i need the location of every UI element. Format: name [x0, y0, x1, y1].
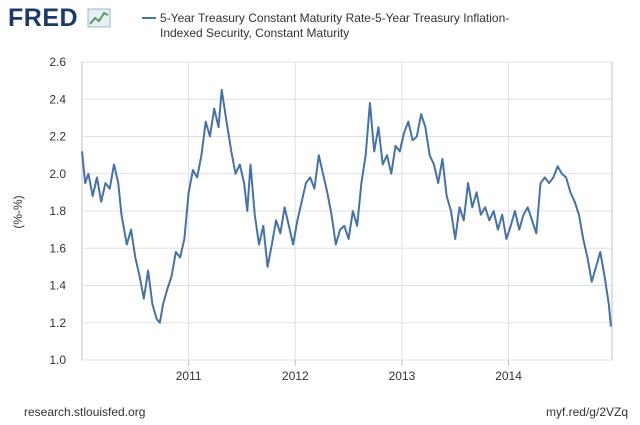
- y-tick-label: 2.0: [49, 167, 66, 181]
- y-tick-label: 1.4: [49, 279, 66, 293]
- y-tick-label: 1.0: [49, 353, 66, 367]
- y-tick-label: 2.6: [49, 55, 66, 69]
- data-line: [81, 88, 612, 327]
- source: research.stlouisfed.org: [24, 405, 146, 419]
- x-tick-label: 2013: [389, 369, 416, 383]
- y-tick-label: 1.2: [49, 316, 66, 330]
- y-tick-label: 2.2: [49, 130, 66, 144]
- short-link: myf.red/g/2VZq: [545, 405, 628, 419]
- y-tick-label: 2.4: [49, 92, 66, 106]
- x-tick-label: 2014: [495, 369, 522, 383]
- x-tick-label: 2012: [282, 369, 309, 383]
- legend-label: 5-Year Treasury Constant Maturity Rate-5…: [160, 11, 510, 40]
- x-tick-label: 2011: [176, 369, 202, 383]
- logo-icon: [87, 8, 111, 28]
- y-axis-label: (%-%): [11, 195, 25, 228]
- y-tick-label: 1.8: [49, 204, 66, 218]
- logo: FRED: [8, 4, 79, 32]
- y-tick-label: 1.6: [49, 241, 66, 255]
